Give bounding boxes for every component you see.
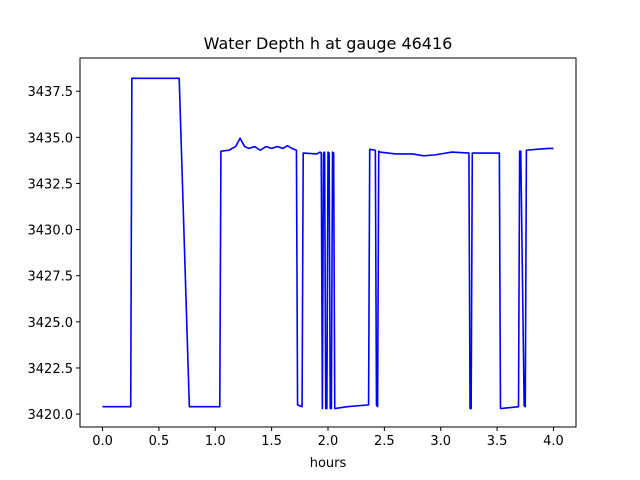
x-tick-label: 0.5 bbox=[149, 434, 170, 449]
x-axis-label: hours bbox=[310, 456, 347, 471]
series-line-0 bbox=[102, 77, 554, 410]
x-tick-label: 2.5 bbox=[374, 434, 395, 449]
x-tick-label: 1.5 bbox=[261, 434, 282, 449]
chart-title: Water Depth h at gauge 46416 bbox=[204, 34, 453, 53]
series-group bbox=[102, 77, 554, 410]
x-axis: 0.0 0.5 1.0 1.5 2.0 2.5 3.0 3.5 4.0 bbox=[92, 427, 564, 449]
y-axis: 3420.0 3422.5 3425.0 3427.5 3430.0 3432.5 3435… bbox=[28, 85, 80, 423]
y-tick-label: 3432.5 bbox=[28, 177, 74, 192]
y-tick-label: 3427.5 bbox=[28, 270, 74, 285]
y-tick-label: 3435.0 bbox=[28, 131, 74, 146]
y-tick-label: 3430.0 bbox=[28, 224, 74, 239]
plot-area bbox=[102, 77, 554, 410]
x-tick-label: 3.0 bbox=[430, 434, 451, 449]
x-tick-label: 3.5 bbox=[487, 434, 508, 449]
y-tick-label: 3425.0 bbox=[28, 316, 74, 331]
x-tick-label: 1.0 bbox=[205, 434, 226, 449]
x-tick-label: 0.0 bbox=[92, 434, 113, 449]
x-tick-label: 2.0 bbox=[318, 434, 339, 449]
y-tick-label: 3422.5 bbox=[28, 362, 74, 377]
y-tick-label: 3420.0 bbox=[28, 408, 74, 423]
y-tick-label: 3437.5 bbox=[28, 85, 74, 100]
x-tick-label: 4.0 bbox=[543, 434, 564, 449]
